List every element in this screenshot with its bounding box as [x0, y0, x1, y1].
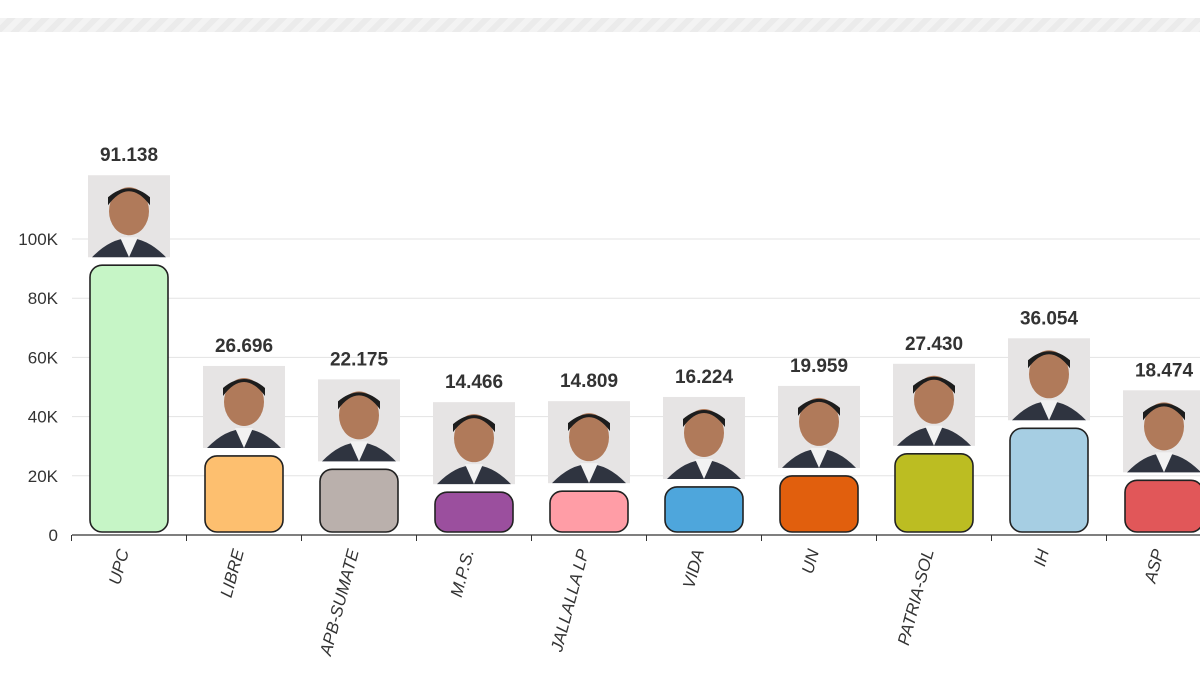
value-label: 16.224 — [675, 367, 734, 388]
value-label: 19.959 — [790, 356, 848, 377]
candidate-photo-icon — [548, 401, 630, 484]
y-tick-label: 40K — [28, 408, 59, 427]
bar — [894, 453, 974, 533]
candidate-photo-icon — [203, 365, 285, 448]
value-label: 26.696 — [215, 336, 273, 357]
category-label: LIBRE — [217, 546, 248, 599]
bars — [88, 175, 1200, 533]
category-label: M.P.S. — [447, 547, 478, 599]
candidate-photo-icon — [318, 379, 400, 462]
value-label: 14.466 — [445, 372, 503, 393]
category-label: VIDA — [679, 547, 708, 590]
value-label: 14.809 — [560, 371, 618, 392]
value-label: 27.430 — [905, 334, 963, 355]
value-label: 91.138 — [100, 145, 158, 166]
category-label: PATRIA-SOL — [894, 547, 938, 647]
category-label: APB-SUMATE — [316, 546, 363, 658]
bar — [549, 490, 629, 533]
candidate-photo-icon — [88, 175, 170, 258]
bar — [89, 264, 169, 533]
value-label: 36.054 — [1020, 308, 1079, 329]
candidate-photo-icon — [893, 363, 975, 446]
bar — [1124, 479, 1200, 533]
bar — [319, 468, 399, 533]
y-tick-label: 60K — [28, 348, 59, 367]
category-label: ASP — [1140, 546, 1168, 585]
category-label: UPC — [105, 546, 133, 586]
y-tick-label: 100K — [18, 230, 58, 249]
bar — [664, 486, 744, 533]
axes — [71, 534, 1200, 541]
candidate-photo-icon — [663, 396, 745, 479]
y-tick-label: 0 — [49, 526, 58, 545]
bar — [1009, 427, 1089, 533]
category-label: UN — [798, 546, 823, 575]
candidate-photo-icon — [433, 402, 515, 485]
bar — [779, 475, 859, 533]
y-tick-label: 80K — [28, 289, 59, 308]
top-band — [0, 0, 1200, 32]
category-label: IH — [1030, 546, 1053, 568]
candidate-photo-icon — [778, 385, 860, 468]
candidate-photo-icon — [1008, 338, 1090, 421]
value-label: 18.474 — [1135, 360, 1194, 381]
y-tick-label: 20K — [28, 467, 59, 486]
bar — [204, 455, 284, 533]
bar — [434, 491, 514, 533]
value-label: 22.175 — [330, 349, 389, 370]
category-label: JALLALLA LP — [547, 546, 593, 654]
candidate-photo-icon — [1123, 390, 1200, 473]
